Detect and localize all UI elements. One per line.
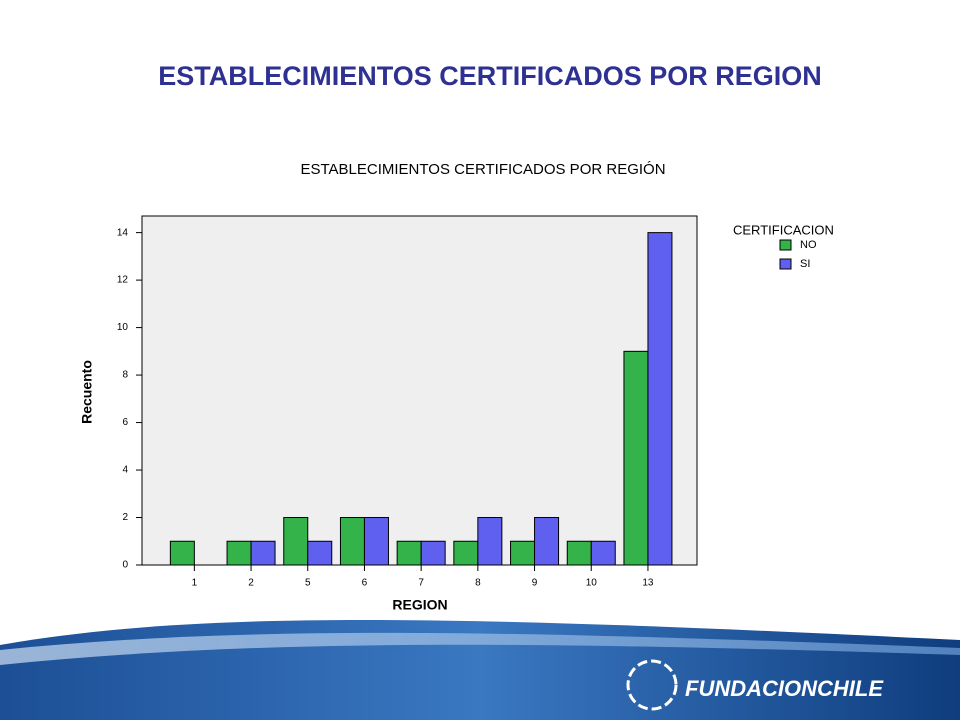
bar — [339, 517, 365, 566]
bar — [534, 517, 560, 566]
bar — [363, 517, 389, 566]
logo-globe — [626, 659, 678, 711]
bar — [396, 540, 422, 566]
bar — [623, 350, 649, 566]
bar — [307, 540, 333, 566]
plot-area — [141, 215, 698, 566]
bar — [226, 540, 252, 566]
legend-swatch — [779, 239, 792, 251]
bar — [169, 540, 195, 566]
bar — [566, 540, 592, 566]
bar — [510, 540, 536, 566]
bar — [647, 232, 673, 566]
bar — [453, 540, 479, 566]
bar — [420, 540, 446, 566]
y-tick-label: 0 — [122, 560, 128, 571]
y-tick-label: 2 — [122, 512, 128, 523]
y-tick-label: 12 — [117, 275, 129, 286]
y-tick-label: 6 — [122, 417, 128, 428]
bar — [250, 540, 276, 566]
legend-title: CERTIFICACION — [733, 222, 834, 237]
x-tick-label: 2 — [248, 578, 254, 589]
bar — [477, 517, 503, 566]
x-tick-label: 8 — [475, 578, 481, 589]
y-tick-label: 4 — [122, 465, 128, 476]
footer-wave — [0, 632, 960, 665]
x-tick-label: 9 — [532, 578, 538, 589]
slide-title: ESTABLECIMIENTOS CERTIFICADOS POR REGION — [158, 61, 822, 91]
legend-label: NO — [800, 239, 817, 251]
x-tick-label: 6 — [362, 578, 368, 589]
x-axis-label: REGION — [392, 597, 447, 613]
y-tick-label: 14 — [117, 227, 129, 238]
x-tick-label: 7 — [418, 578, 424, 589]
y-tick-label: 10 — [117, 322, 129, 333]
legend-swatch — [779, 258, 792, 270]
y-tick-label: 8 — [122, 370, 128, 381]
x-tick-label: 13 — [642, 578, 654, 589]
y-axis-label: Recuento — [79, 360, 95, 424]
chart-title: ESTABLECIMIENTOS CERTIFICADOS POR REGIÓN — [300, 161, 665, 178]
x-tick-label: 5 — [305, 578, 311, 589]
logo-text: FUNDACIONCHILE — [685, 676, 884, 701]
x-tick-label: 1 — [192, 578, 198, 589]
legend-label: SI — [800, 258, 810, 270]
bar — [590, 540, 616, 566]
logo: FUNDACIONCHILE — [626, 659, 884, 711]
bar — [283, 517, 309, 566]
x-tick-label: 10 — [586, 578, 598, 589]
